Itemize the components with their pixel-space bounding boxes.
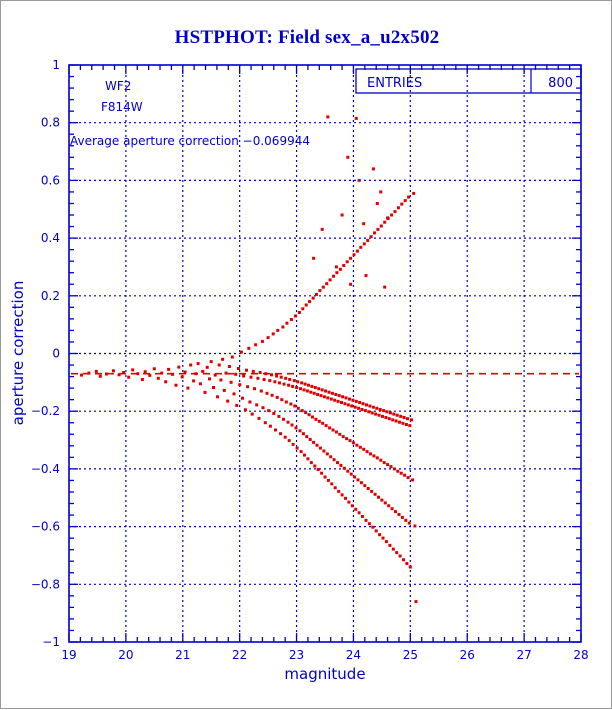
y-tick-label: −0.4 xyxy=(31,462,60,476)
annotation-chip: WF2 xyxy=(105,79,131,93)
x-tick-label: 24 xyxy=(346,648,361,662)
grid-lines xyxy=(69,65,581,642)
plot-frame xyxy=(68,64,582,643)
annotation-average-correction: Average aperture correction −0.069944 xyxy=(70,134,310,148)
data-points xyxy=(80,115,418,604)
x-tick-label: 26 xyxy=(460,648,475,662)
y-tick-label: 0.8 xyxy=(41,116,60,130)
y-tick-label: −1 xyxy=(42,635,60,649)
x-axis-title: magnitude xyxy=(284,665,365,683)
y-tick-label: 0.6 xyxy=(41,173,60,187)
page-title: HSTPHOT: Field sex_a_u2x502 xyxy=(174,27,440,48)
y-axis-title: aperture correction xyxy=(9,281,27,426)
x-tick-label: 23 xyxy=(289,648,304,662)
x-tick-label: 25 xyxy=(403,648,418,662)
x-tick-label: 28 xyxy=(573,648,588,662)
stats-box-frame xyxy=(355,68,582,94)
y-tick-label: 1 xyxy=(52,58,60,72)
y-tick-label: −0.6 xyxy=(31,520,60,534)
x-tick-label: 27 xyxy=(516,648,531,662)
x-tick-label: 19 xyxy=(61,648,76,662)
x-tick-label: 22 xyxy=(232,648,247,662)
y-axis-tick-labels: −1 −0.8 −0.6 −0.4 −0.2 0 0.2 0.4 0.6 0.8 1 xyxy=(31,58,60,649)
y-tick-label: 0 xyxy=(52,347,60,361)
y-tick-label: 0.2 xyxy=(41,289,60,303)
stats-box: ENTRIES 800 xyxy=(355,68,582,94)
x-tick-label: 21 xyxy=(175,648,190,662)
x-tick-label: 20 xyxy=(118,648,133,662)
y-tick-label: −0.2 xyxy=(31,404,60,418)
x-axis-tick-labels: 19 20 21 22 23 24 25 26 27 28 xyxy=(61,648,588,662)
y-tick-label: 0.4 xyxy=(41,231,60,245)
stats-entries-value: 800 xyxy=(548,76,573,91)
annotation-filter: F814W xyxy=(101,100,143,114)
y-tick-label: −0.8 xyxy=(31,577,60,591)
stats-entries-label: ENTRIES xyxy=(367,76,422,91)
